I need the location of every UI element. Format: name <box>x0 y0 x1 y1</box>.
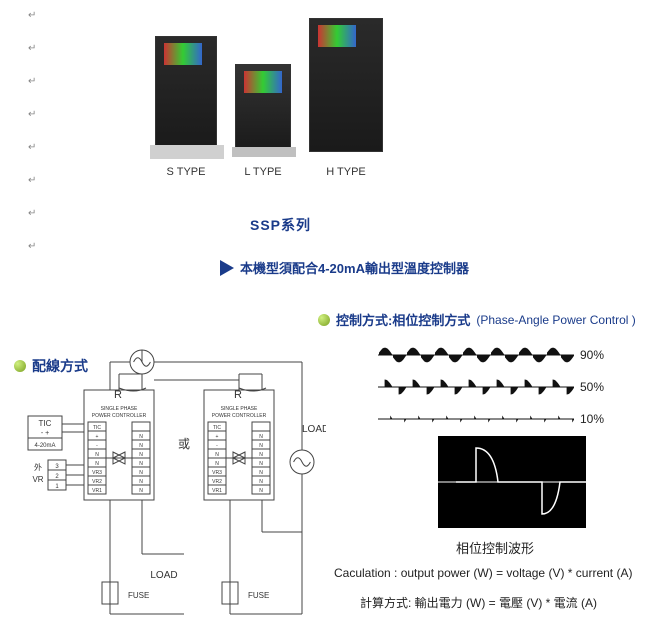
series-title: SSP系列 <box>250 215 311 235</box>
svg-text:N: N <box>259 479 263 485</box>
requirement-line: 本機型須配合4-20mA輸出型溫度控制器 <box>220 258 469 277</box>
wave-row-10: 10% <box>378 410 604 428</box>
svg-text:VR1: VR1 <box>92 488 102 494</box>
svg-text:N: N <box>139 461 143 467</box>
svg-text:N: N <box>139 434 143 440</box>
wave-row-50: 50% <box>378 378 604 396</box>
mark: ↵ <box>28 43 36 54</box>
product-s-image <box>155 36 217 152</box>
svg-text:N: N <box>139 479 143 485</box>
mark: ↵ <box>28 10 36 21</box>
svg-text:N: N <box>139 452 143 458</box>
product-h-label: H TYPE <box>326 166 366 178</box>
svg-text:N: N <box>215 461 219 467</box>
svg-text:+: + <box>216 434 219 440</box>
svg-text:TIC: TIC <box>213 425 221 431</box>
product-s: S TYPE <box>155 36 217 178</box>
svg-text:1: 1 <box>55 484 59 490</box>
mark: ↵ <box>28 76 36 87</box>
svg-text:N: N <box>215 452 219 458</box>
svg-text:FUSE: FUSE <box>248 591 269 600</box>
wave-label: 50% <box>580 380 604 394</box>
mark: ↵ <box>28 175 36 186</box>
control-mode-en: (Phase-Angle Power Control ) <box>476 313 635 327</box>
mark: ↵ <box>28 142 36 153</box>
svg-text:N: N <box>139 470 143 476</box>
svg-text:N: N <box>95 461 99 467</box>
wave-svg <box>378 410 574 428</box>
svg-text:N: N <box>259 461 263 467</box>
svg-text:VR: VR <box>32 475 43 484</box>
requirement-text: 本機型須配合4-20mA輸出型溫度控制器 <box>240 258 469 277</box>
bullet-icon <box>318 314 330 326</box>
svg-text:N: N <box>139 488 143 494</box>
svg-text:SINGLE PHASE: SINGLE PHASE <box>221 406 258 412</box>
svg-text:4-20mA: 4-20mA <box>34 443 55 449</box>
svg-text:- +: - + <box>41 430 49 437</box>
svg-text:VR2: VR2 <box>92 479 102 485</box>
svg-text:VR1: VR1 <box>212 488 222 494</box>
svg-text:TIC: TIC <box>93 425 101 431</box>
product-s-label: S TYPE <box>167 166 206 178</box>
svg-text:SINGLE PHASE: SINGLE PHASE <box>101 406 138 412</box>
svg-text:VR2: VR2 <box>212 479 222 485</box>
svg-text:LOAD: LOAD <box>302 424 326 435</box>
svg-text:R: R <box>234 389 242 401</box>
scope-caption: 相位控制波形 <box>456 538 534 557</box>
control-mode-title: 控制方式:相位控制方式 (Phase-Angle Power Control ) <box>318 310 636 329</box>
control-mode-zh: 控制方式:相位控制方式 <box>336 310 470 329</box>
svg-text:VR3: VR3 <box>92 470 102 476</box>
svg-text:FUSE: FUSE <box>128 591 149 600</box>
oscilloscope-box <box>438 436 586 528</box>
product-l-image <box>235 64 291 152</box>
svg-text:N: N <box>259 434 263 440</box>
svg-text:N: N <box>259 443 263 449</box>
wave-label: 90% <box>580 348 604 362</box>
phase-waveforms: 90% 50% 10% <box>378 346 604 428</box>
svg-text:LOAD: LOAD <box>150 570 177 581</box>
paragraph-marks: ↵ ↵ ↵ ↵ ↵ ↵ ↵ ↵ <box>28 10 36 252</box>
svg-text:R: R <box>114 389 122 401</box>
product-l-label: L TYPE <box>244 166 281 178</box>
svg-text:N: N <box>139 443 143 449</box>
svg-text:TIC: TIC <box>39 419 52 428</box>
mark: ↵ <box>28 208 36 219</box>
svg-text:POWER CONTROLLER: POWER CONTROLLER <box>212 413 267 419</box>
arrow-icon <box>220 260 234 276</box>
svg-text:2: 2 <box>55 474 59 480</box>
mark: ↵ <box>28 241 36 252</box>
svg-text:外: 外 <box>34 462 42 472</box>
svg-text:VR3: VR3 <box>212 470 222 476</box>
svg-text:-: - <box>216 443 218 449</box>
svg-text:3: 3 <box>55 464 59 470</box>
svg-text:N: N <box>259 470 263 476</box>
svg-text:N: N <box>95 452 99 458</box>
wave-row-90: 90% <box>378 346 604 364</box>
svg-text:-: - <box>96 443 98 449</box>
wiring-diagram: RSINGLE PHASEPOWER CONTROLLERTIC+N-NNNNN… <box>14 342 326 620</box>
scope-waveform <box>438 436 586 528</box>
svg-text:N: N <box>259 452 263 458</box>
svg-text:POWER CONTROLLER: POWER CONTROLLER <box>92 413 147 419</box>
svg-text:或: 或 <box>178 437 190 451</box>
product-h-image <box>309 18 383 152</box>
calculation-zh: 計算方式: 輸出電力 (W) = 電壓 (V) * 電流 (A) <box>360 594 597 611</box>
wave-label: 10% <box>580 412 604 426</box>
calculation-en: Caculation : output power (W) = voltage … <box>334 566 632 580</box>
svg-text:N: N <box>259 488 263 494</box>
product-h: H TYPE <box>309 18 383 178</box>
wave-svg <box>378 378 574 396</box>
wave-svg <box>378 346 574 364</box>
mark: ↵ <box>28 109 36 120</box>
product-images: S TYPE L TYPE H TYPE <box>155 18 383 178</box>
svg-text:+: + <box>96 434 99 440</box>
product-l: L TYPE <box>235 64 291 178</box>
